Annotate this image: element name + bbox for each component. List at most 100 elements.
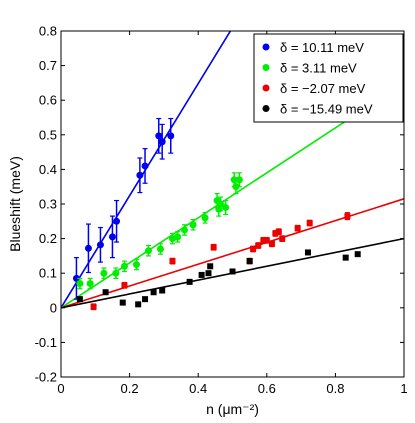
data-point (144, 244, 152, 257)
point-marker (189, 221, 197, 229)
point-marker (156, 245, 164, 253)
data-point (156, 243, 164, 255)
point-marker (112, 269, 120, 277)
point-marker (246, 258, 253, 265)
point-marker (136, 171, 144, 179)
point-marker (144, 247, 152, 255)
data-point (174, 231, 182, 243)
point-marker (263, 237, 270, 244)
point-marker (210, 244, 217, 251)
data-point (72, 257, 80, 300)
data-point (96, 226, 104, 263)
data-point (142, 296, 149, 303)
data-point (263, 236, 270, 244)
y-tick-label: 0 (50, 300, 57, 315)
legend-label: δ = −2.07 meV (280, 81, 366, 96)
data-point (169, 257, 176, 265)
data-point (112, 267, 120, 279)
data-point (222, 199, 230, 215)
point-marker (72, 274, 80, 282)
point-marker (279, 235, 286, 242)
series-group (90, 212, 351, 311)
point-marker (306, 220, 313, 227)
point-marker (84, 244, 92, 252)
point-marker (260, 237, 267, 244)
y-tick-label: 0.1 (39, 266, 57, 281)
data-point (102, 289, 109, 296)
series-group (76, 249, 361, 308)
y-axis-title: Blueshift (meV) (7, 156, 23, 252)
data-point (159, 287, 166, 294)
y-tick-label: 0.5 (39, 127, 57, 142)
point-marker (342, 254, 349, 261)
legend-item: δ = −2.07 meV (262, 81, 366, 96)
x-axis: 0 0.2 0.4 0.6 0.8 1 (57, 31, 408, 396)
legend-marker (262, 64, 270, 71)
point-marker (198, 271, 205, 278)
point-marker (167, 132, 175, 140)
legend: δ = 10.11 meV δ = 3.11 meV δ = −2.07 meV δ … (253, 33, 404, 123)
point-marker (119, 299, 126, 306)
y-tick-label: -0.1 (35, 335, 57, 350)
data-point (205, 270, 212, 277)
data-point (354, 251, 361, 258)
data-point (136, 157, 144, 194)
data-point (189, 218, 197, 231)
point-marker (113, 217, 121, 225)
data-point (279, 235, 286, 242)
point-marker (201, 214, 209, 222)
point-marker (150, 289, 157, 296)
data-point (132, 258, 140, 271)
x-tick-label: 0 (57, 381, 64, 396)
y-axis: -0.2 -0.1 0 0.1 0.2 0.3 0.4 0.5 0.6 0.7 0.8 (35, 24, 404, 385)
data-point (90, 303, 97, 311)
y-tick-label: 0.8 (39, 24, 57, 39)
data-point (235, 172, 243, 188)
point-marker (174, 233, 182, 241)
data-point (268, 240, 275, 248)
point-marker (100, 269, 108, 277)
series-group (72, 117, 175, 300)
data-point (294, 224, 301, 232)
y-tick-label: 0.6 (39, 93, 57, 108)
data-point (210, 243, 217, 251)
point-marker (76, 280, 84, 288)
data-point (344, 212, 351, 221)
point-marker (169, 258, 176, 265)
y-tick-label: 0.3 (39, 197, 57, 212)
data-point (255, 242, 262, 249)
data-point (216, 196, 224, 212)
data-point (201, 212, 209, 224)
data-point (275, 228, 282, 236)
data-point (76, 296, 83, 303)
point-marker (102, 289, 109, 296)
data-point (113, 199, 121, 243)
data-point (84, 223, 92, 274)
point-marker (275, 228, 282, 235)
x-tick-label: 1 (400, 381, 407, 396)
legend-item: δ = 3.11 meV (262, 61, 357, 76)
point-marker (121, 282, 128, 289)
point-marker (304, 249, 311, 256)
legend-marker (262, 105, 270, 112)
data-point (306, 219, 313, 227)
legend-label: δ = −15.49 meV (280, 102, 373, 117)
point-marker (250, 245, 257, 252)
data-point (186, 278, 193, 285)
point-marker (132, 261, 140, 269)
x-tick-label: 0.2 (121, 381, 139, 396)
legend-label: δ = 10.11 meV (280, 40, 364, 55)
data-point (86, 277, 94, 290)
legend-label: δ = 3.11 meV (280, 61, 357, 76)
data-point (198, 271, 205, 278)
data-point (121, 281, 128, 289)
point-marker (86, 280, 94, 288)
data-point (120, 260, 128, 273)
legend-marker (262, 84, 270, 92)
point-marker (155, 132, 163, 140)
legend-item: δ = 10.11 meV (262, 40, 364, 55)
point-marker (180, 226, 188, 234)
point-marker (344, 213, 351, 220)
data-point (246, 258, 253, 265)
